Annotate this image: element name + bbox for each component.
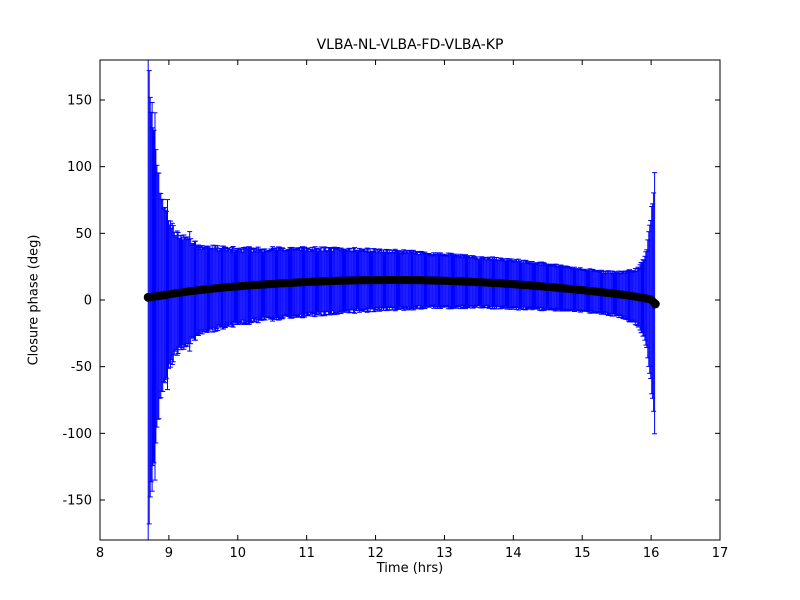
x-tick-label: 15 — [574, 546, 591, 561]
data-point-last — [650, 299, 660, 309]
y-tick-label: 0 — [84, 294, 92, 309]
data-point-first — [143, 292, 153, 302]
y-tick-label: 150 — [67, 94, 92, 109]
x-tick-label: 16 — [643, 546, 660, 561]
x-tick-label: 14 — [505, 546, 522, 561]
tick-marks — [99, 60, 721, 540]
y-tick-label: -150 — [62, 494, 92, 509]
x-tick-label: 11 — [298, 546, 315, 561]
x-tick-label: 12 — [367, 546, 384, 561]
x-tick-label: 10 — [230, 546, 247, 561]
y-tick-label: -100 — [62, 427, 92, 442]
chart-title: VLBA-NL-VLBA-FD-VLBA-KP — [316, 37, 504, 53]
x-axis-label: Time (hrs) — [376, 561, 444, 576]
x-tick-label: 13 — [436, 546, 453, 561]
errorbar-band — [146, 60, 658, 540]
y-tick-label: 50 — [75, 227, 92, 242]
x-tick-label: 9 — [165, 546, 173, 561]
y-axis-label: Closure phase (deg) — [26, 234, 42, 366]
x-tick-label: 8 — [96, 546, 104, 561]
data-curve — [144, 276, 660, 308]
y-tick-label: 100 — [67, 160, 92, 175]
y-tick-label: -50 — [71, 360, 92, 375]
x-tick-label: 17 — [712, 546, 729, 561]
